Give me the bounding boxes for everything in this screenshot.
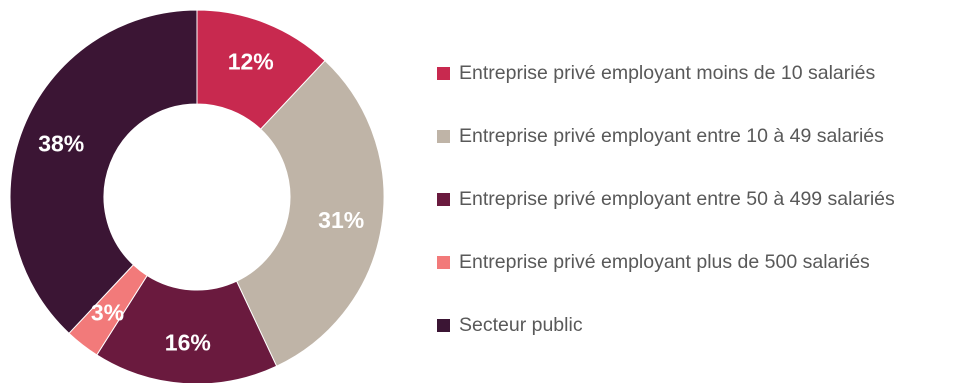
donut-slice — [235, 59, 385, 367]
legend-label: Entreprise privé employant plus de 500 s… — [459, 251, 870, 273]
legend-swatch — [437, 256, 450, 269]
legend-swatch — [437, 319, 450, 332]
legend-item: Secteur public — [437, 308, 973, 343]
slice-data-label: 31% — [318, 207, 364, 233]
legend-label: Entreprise privé employant moins de 10 s… — [459, 62, 876, 84]
legend-label: Entreprise privé employant entre 10 à 49… — [459, 125, 884, 147]
legend-item: Entreprise privé employant plus de 500 s… — [437, 245, 973, 280]
slice-data-label: 12% — [228, 48, 274, 74]
donut-slice — [96, 274, 278, 383]
legend-item: Entreprise privé employant entre 10 à 49… — [437, 119, 973, 154]
slice-data-label: 16% — [165, 330, 211, 356]
donut-slice — [9, 9, 198, 335]
legend-label: Secteur public — [459, 314, 583, 336]
donut-slices — [9, 9, 385, 383]
legend-swatch — [437, 130, 450, 143]
slice-data-label: 3% — [91, 299, 124, 325]
chart-legend: Entreprise privé employant moins de 10 s… — [437, 56, 973, 371]
legend-label: Entreprise privé employant entre 50 à 49… — [459, 188, 895, 210]
legend-swatch — [437, 193, 450, 206]
slice-data-label: 38% — [38, 130, 84, 156]
legend-item: Entreprise privé employant entre 50 à 49… — [437, 182, 973, 217]
legend-item: Entreprise privé employant moins de 10 s… — [437, 56, 973, 91]
legend-swatch — [437, 67, 450, 80]
donut-data-labels: 12% 31% 16% 3% 38% — [38, 48, 364, 355]
